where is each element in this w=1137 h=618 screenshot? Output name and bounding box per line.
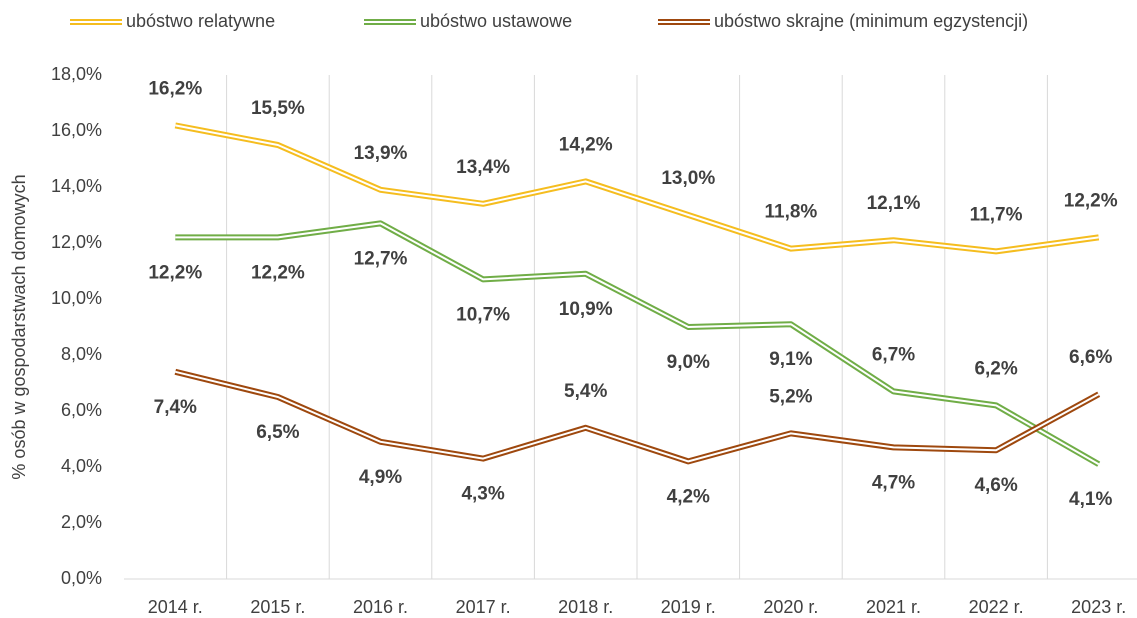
data-label: 10,9% — [559, 299, 613, 320]
x-tick-label: 2014 r. — [148, 597, 203, 617]
data-label: 16,2% — [148, 78, 202, 99]
y-tick-label: 2,0% — [61, 512, 102, 532]
y-axis-title: % osób w gospodarstwach domowych — [9, 174, 29, 479]
data-label: 11,8% — [764, 202, 817, 223]
y-tick-label: 0,0% — [61, 568, 102, 588]
data-label: 6,5% — [256, 422, 299, 443]
data-label: 11,7% — [970, 204, 1023, 225]
y-tick-label: 14,0% — [51, 176, 102, 196]
x-tick-label: 2023 r. — [1071, 597, 1126, 617]
x-tick-label: 2022 r. — [969, 597, 1024, 617]
data-label: 4,7% — [872, 472, 915, 493]
data-label: 13,9% — [354, 143, 408, 164]
data-label: 12,2% — [148, 262, 202, 283]
data-label: 14,2% — [559, 134, 613, 155]
data-label: 4,2% — [667, 486, 710, 507]
data-label: 15,5% — [251, 98, 305, 119]
x-tick-label: 2015 r. — [250, 597, 305, 617]
legend-label: ubóstwo skrajne (minimum egzystencji) — [714, 11, 1028, 31]
data-label: 13,0% — [661, 168, 715, 189]
line-inner — [175, 124, 1099, 253]
line-inner — [175, 370, 1100, 463]
y-tick-label: 10,0% — [51, 288, 102, 308]
data-label: 5,2% — [769, 386, 812, 407]
data-label: 9,1% — [769, 349, 812, 370]
data-label: 9,0% — [667, 352, 710, 373]
data-label: 6,7% — [872, 344, 915, 365]
data-label: 4,6% — [974, 475, 1017, 496]
x-tick-label: 2016 r. — [353, 597, 408, 617]
data-label: 4,1% — [1069, 489, 1112, 510]
x-tick-label: 2020 r. — [763, 597, 818, 617]
y-tick-label: 16,0% — [51, 120, 102, 140]
y-tick-label: 18,0% — [51, 64, 102, 84]
data-label: 12,2% — [251, 262, 305, 283]
legend-label: ubóstwo ustawowe — [420, 11, 572, 31]
x-tick-label: 2017 r. — [456, 597, 511, 617]
data-label: 13,4% — [456, 157, 510, 178]
data-label: 10,7% — [456, 304, 510, 325]
data-label: 12,1% — [867, 193, 921, 214]
line-inner — [175, 222, 1100, 466]
data-label: 12,2% — [1064, 190, 1118, 211]
data-label: 6,2% — [974, 358, 1017, 379]
data-label: 5,4% — [564, 381, 607, 402]
data-label: 6,6% — [1069, 347, 1112, 368]
data-label: 12,7% — [354, 248, 408, 269]
legend-label: ubóstwo relatywne — [126, 11, 275, 31]
data-label: 4,3% — [461, 484, 504, 505]
y-tick-label: 4,0% — [61, 456, 102, 476]
x-tick-label: 2019 r. — [661, 597, 716, 617]
x-tick-label: 2018 r. — [558, 597, 613, 617]
x-tick-label: 2021 r. — [866, 597, 921, 617]
y-tick-label: 8,0% — [61, 344, 102, 364]
y-tick-label: 12,0% — [51, 232, 102, 252]
y-tick-label: 6,0% — [61, 400, 102, 420]
data-label: 7,4% — [154, 397, 197, 418]
data-label: 4,9% — [359, 467, 402, 488]
